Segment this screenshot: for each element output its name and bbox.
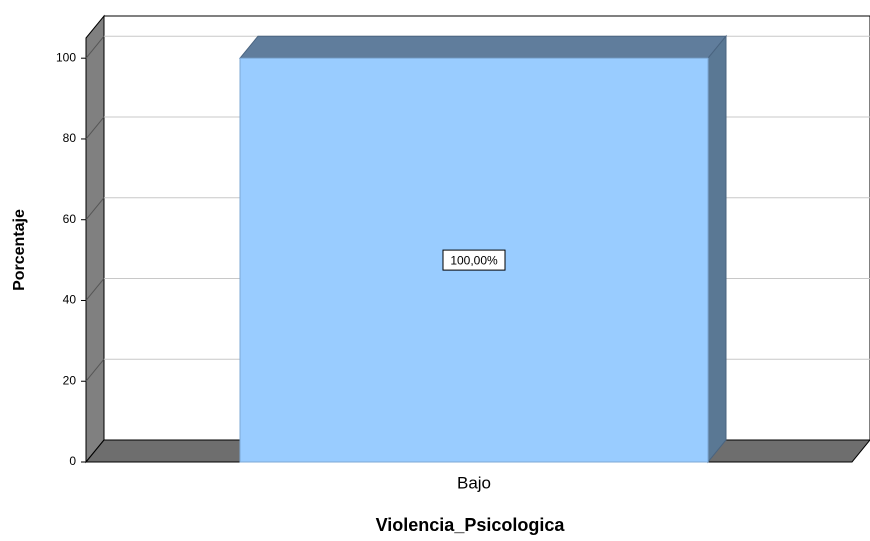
y-tick-label: 0 xyxy=(69,454,76,468)
grid-line xyxy=(85,197,105,221)
y-axis-label: Porcentaje xyxy=(11,209,28,291)
grid-line xyxy=(85,35,105,59)
y-tick-label: 40 xyxy=(63,293,77,307)
grid-line xyxy=(85,116,105,140)
bar-side xyxy=(707,34,727,464)
data-label-box xyxy=(442,249,506,271)
grid-line xyxy=(85,278,105,301)
data-label: 100,00% xyxy=(450,253,498,267)
y-tick-label: 100 xyxy=(56,50,76,64)
x-tick-label: Bajo xyxy=(457,473,491,492)
y-tick-label: 60 xyxy=(63,212,77,226)
y-tick-label: 20 xyxy=(63,373,77,387)
x-axis-label: Violencia_Psicologica xyxy=(376,515,566,535)
y-tick-label: 80 xyxy=(63,131,77,145)
bar-top xyxy=(238,35,728,59)
grid-line xyxy=(85,358,105,382)
bar xyxy=(239,57,709,463)
left-wall xyxy=(85,14,105,464)
